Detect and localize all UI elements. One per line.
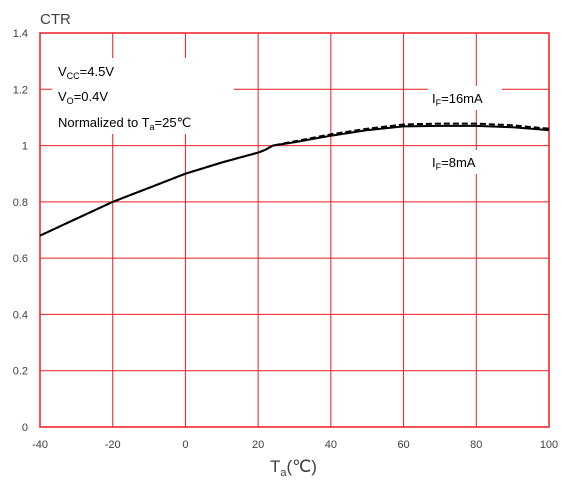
x-tick-label: 60 xyxy=(397,439,409,451)
x-tick-label: -20 xyxy=(105,439,121,451)
y-tick-label: 1 xyxy=(22,141,28,153)
y-tick-label: 0.6 xyxy=(13,253,28,265)
vcc-condition: VCC=4.5V xyxy=(58,64,114,81)
series-label-16ma: IF=16mA xyxy=(432,91,483,108)
y-tick-label: 1.4 xyxy=(13,28,28,40)
curves xyxy=(39,122,550,237)
plot-frame xyxy=(39,32,550,428)
y-tick-label: 0.4 xyxy=(13,309,28,321)
normalization-note: Normalized to Ta=25℃ xyxy=(58,115,191,132)
y-tick-label: 0.8 xyxy=(13,197,28,209)
vo-condition: VO=0.4V xyxy=(58,89,108,106)
y-tick-label: 0 xyxy=(22,422,28,434)
y-tick-label: 0.2 xyxy=(13,366,28,378)
label-8ma-background xyxy=(428,150,494,174)
series-label-8ma: IF=8mA xyxy=(432,155,476,172)
x-tick-label: 0 xyxy=(182,439,188,451)
x-tick-label: 40 xyxy=(325,439,337,451)
x-tick-label: 20 xyxy=(252,439,264,451)
x-axis-label: Ta(℃) xyxy=(270,457,317,479)
x-tick-label: 100 xyxy=(540,439,558,451)
y-axis-label: CTR xyxy=(40,11,71,28)
label-16ma-background xyxy=(428,86,502,110)
series-line-0 xyxy=(39,122,550,237)
y-tick-labels: 0 0.2 0.4 0.6 0.8 1 1.2 1.4 xyxy=(13,28,28,434)
y-tick-label: 1.2 xyxy=(13,84,28,96)
x-tick-labels: -40 -20 0 20 40 60 80 100 xyxy=(32,439,558,451)
x-tick-label: -40 xyxy=(32,439,48,451)
x-tick-label: 80 xyxy=(470,439,482,451)
conditions-background xyxy=(52,58,234,134)
series-line-1 xyxy=(39,124,550,237)
